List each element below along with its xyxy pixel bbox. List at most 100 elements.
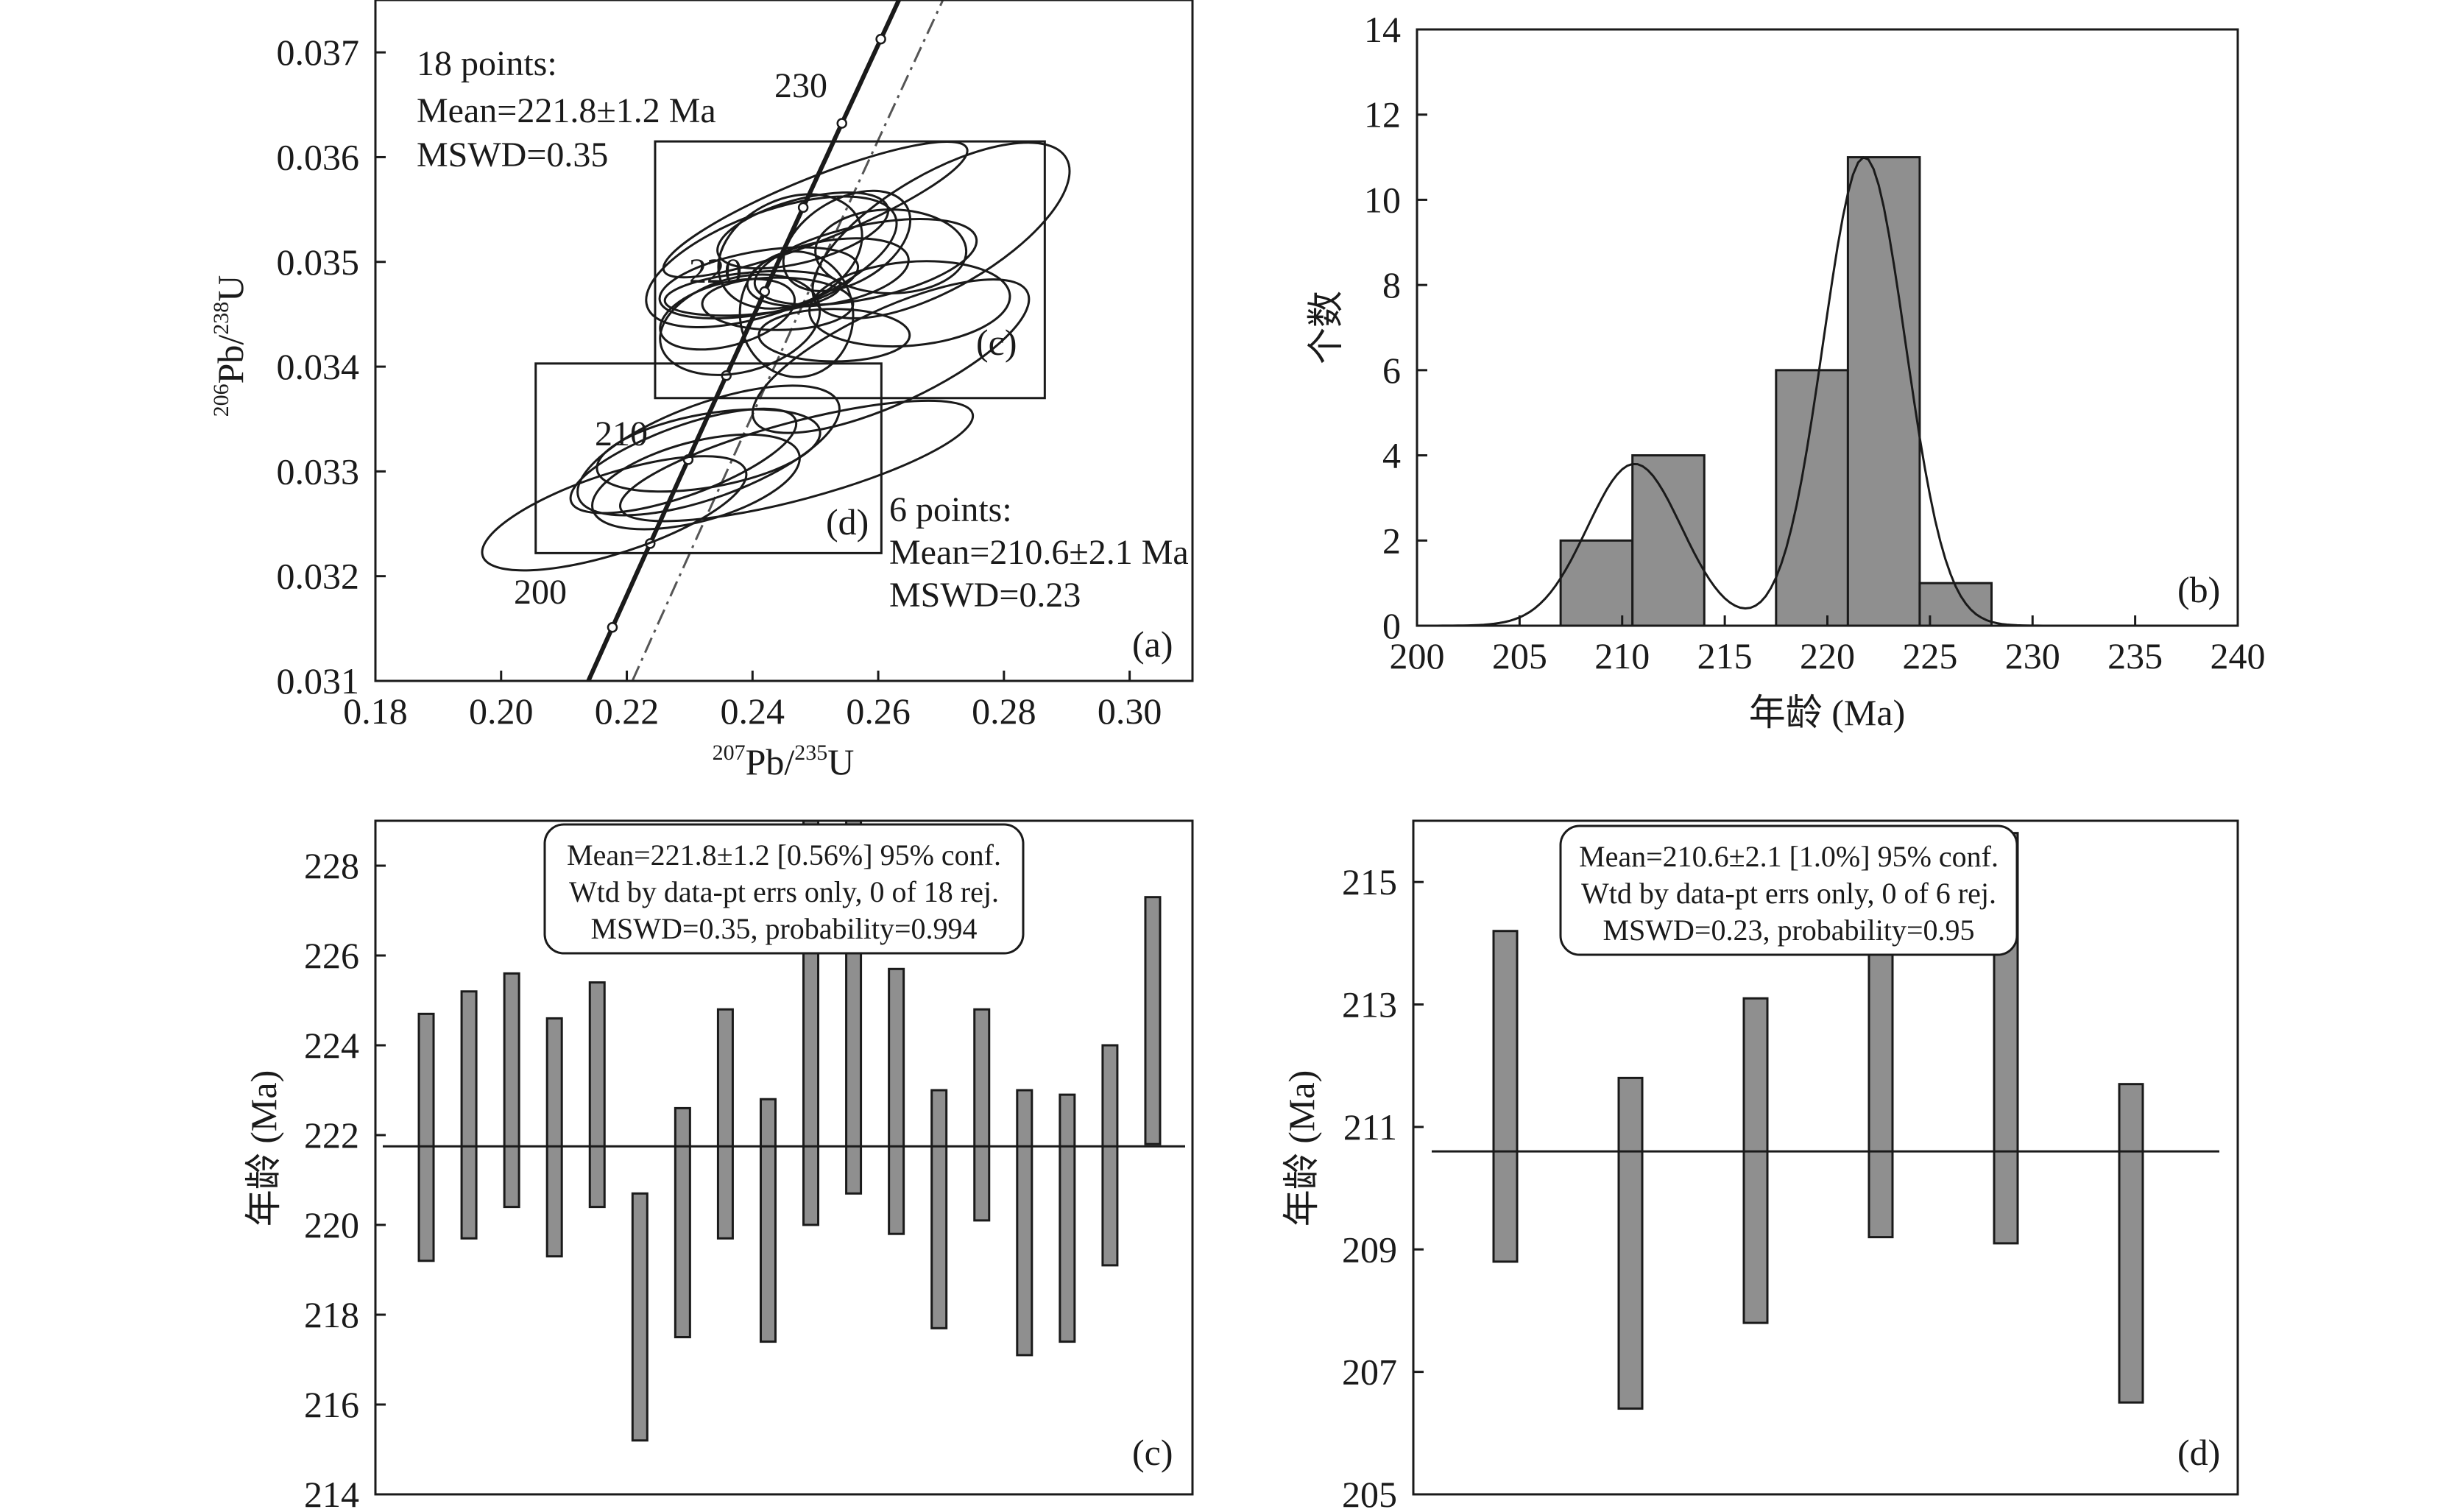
histogram-panel: 200 205 210 215 220 225 230 235 240 0 2 4 6 8 10 12 14 (… (1305, 9, 2266, 733)
concordia-age-marker (836, 118, 847, 129)
group-d-error-ellipse (481, 455, 748, 572)
concordia-y-tick-label: 0.037 (277, 32, 360, 73)
concordia-ticks: 0.18 0.20 0.22 0.24 0.26 0.28 0.30 0.031 0.032 0.… (277, 32, 1162, 732)
weighted-mean-d-info-line-1: Mean=210.6±2.1 [1.0%] 95% conf. (1579, 840, 1999, 873)
weighted-mean-c-error-bar (716, 1008, 734, 1240)
histogram-x-tick-label: 210 (1594, 635, 1650, 676)
concordia-marks (481, 0, 1071, 681)
histogram-panel-tag: (b) (2177, 569, 2220, 610)
concordia-x-tick-label: 0.30 (1098, 690, 1162, 732)
weighted-mean-d-ticks: 205 207 209 211 213 215 (1342, 861, 1424, 1512)
weighted-mean-c-panel: 214 216 218 220 222 224 226 228 Mean=221.8±1.2 … (243, 819, 1194, 1512)
weighted-mean-c-y-tick-label: 224 (304, 1025, 359, 1066)
weighted-mean-d-error-bar (1492, 930, 1519, 1263)
weighted-mean-c-error-bar (1144, 896, 1162, 1145)
concordia-x-tick-label: 0.24 (721, 690, 785, 732)
group-c-error-ellipse (662, 141, 969, 279)
weighted-mean-d-y-tick-label: 205 (1342, 1474, 1397, 1512)
weighted-mean-d-error-bar (2118, 1083, 2144, 1404)
weighted-mean-d-error-bar (1742, 997, 1769, 1324)
weighted-mean-c-error-bar (888, 967, 905, 1235)
concordia-age-label-200: 200 (514, 573, 567, 612)
weighted-mean-c-panel-tag: (c) (1132, 1432, 1173, 1473)
histogram-x-tick-label: 230 (2005, 635, 2060, 676)
weighted-mean-c-error-bar (1016, 1089, 1033, 1357)
group-d-mean-text: Mean=210.6±2.1 Ma (889, 533, 1189, 572)
histogram-bar (1775, 369, 1849, 627)
group-c-error-ellipse (757, 308, 911, 363)
histogram-bar (1846, 156, 1921, 627)
weighted-mean-d-plot-frame (1412, 819, 2239, 1496)
concordia-x-tick-label: 0.20 (469, 690, 534, 732)
concordia-x-tick-label: 0.26 (846, 690, 911, 732)
weighted-mean-c-info-line-1: Mean=221.8±1.2 [0.56%] 95% conf. (567, 838, 1001, 872)
concordia-x-axis-title: 207Pb/235U (713, 741, 855, 783)
group-d-error-ellipse (619, 399, 975, 523)
group-c-error-ellipse (659, 273, 821, 376)
concordia-x-tick-label: 0.28 (972, 690, 1036, 732)
weighted-mean-d-panel: 205 207 209 211 213 215 Mean=210.6±2.1 [1.0%]… (1281, 819, 2239, 1512)
weighted-mean-c-error-bar (503, 972, 520, 1209)
group-c-mean-text: Mean=221.8±1.2 Ma (417, 91, 716, 130)
concordia-y-tick-label: 0.034 (277, 346, 360, 387)
weighted-mean-d-panel-tag: (d) (2177, 1432, 2220, 1473)
group-c-error-ellipse (782, 189, 912, 292)
weighted-mean-c-y-tick-label: 214 (304, 1474, 359, 1512)
weighted-mean-d-y-axis-title: 年龄 (Ma) (1281, 1070, 1322, 1226)
concordia-curve (586, 0, 902, 681)
histogram-x-tick-label: 205 (1492, 635, 1547, 676)
group-c-error-ellipse (753, 218, 978, 306)
histogram-x-tick-label: 215 (1697, 635, 1753, 676)
weighted-mean-d-error-bar (1617, 1076, 1644, 1410)
group-c-box (654, 140, 1046, 400)
concordia-x-tick-label: 0.18 (343, 690, 408, 732)
histogram-x-tick-label: 240 (2211, 635, 2266, 676)
weighted-mean-c-marks (383, 821, 1185, 1442)
group-c-error-ellipse (716, 191, 890, 270)
reference-dash-dot-line (631, 0, 944, 681)
group-c-mswd-text: MSWD=0.35 (417, 135, 608, 174)
histogram-y-tick-label: 10 (1364, 179, 1401, 220)
group-c-count-text: 18 points: (417, 44, 557, 83)
histogram-x-tick-label: 225 (1902, 635, 1957, 676)
weighted-mean-c-info-line-3: MSWD=0.35, probability=0.994 (590, 912, 977, 945)
group-d-box (534, 362, 883, 554)
histogram-ticks: 200 205 210 215 220 225 230 235 240 0 2 4 6 8 10 12 14 (1364, 9, 2266, 676)
concordia-age-label-230: 230 (774, 66, 827, 105)
weighted-mean-c-error-bar (417, 1012, 435, 1262)
weighted-mean-c-error-bar (460, 990, 478, 1240)
weighted-mean-c-error-bar (588, 981, 606, 1209)
weighted-mean-c-error-bar (631, 1192, 649, 1442)
weighted-mean-c-error-bar (674, 1106, 691, 1339)
histogram-y-tick-label: 2 (1382, 520, 1401, 561)
group-c-error-ellipse (645, 195, 898, 329)
weighted-mean-c-error-bar (759, 1098, 777, 1343)
concordia-plot-frame (374, 0, 1194, 682)
weighted-mean-d-info-line-2: Wtd by data-pt errs only, 0 of 6 rej. (1581, 877, 1996, 910)
group-d-mswd-text: MSWD=0.23 (889, 576, 1081, 615)
group-d-error-ellipse (591, 433, 801, 531)
histogram-x-tick-label: 200 (1390, 635, 1445, 676)
group-c-error-ellipse (659, 278, 796, 351)
weighted-mean-c-y-tick-label: 220 (304, 1204, 359, 1246)
group-c-error-ellipse (808, 260, 1011, 348)
weighted-mean-d-y-tick-label: 215 (1342, 861, 1397, 902)
group-c-error-ellipse (751, 278, 1031, 434)
concordia-age-label-210: 210 (595, 414, 648, 453)
histogram-marks (1417, 156, 2238, 627)
weighted-mean-d-info-box: Mean=210.6±2.1 [1.0%] 95% conf. Wtd by d… (1559, 824, 2018, 956)
concordia-y-tick-label: 0.033 (277, 451, 360, 492)
concordia-panel-tag: (a) (1132, 623, 1173, 665)
histogram-bar (1918, 582, 1993, 627)
group-c-error-ellipse (663, 269, 841, 317)
group-d-error-ellipse (596, 408, 821, 493)
weighted-mean-d-y-tick-label: 209 (1342, 1229, 1397, 1270)
group-c-error-ellipse (811, 141, 1071, 319)
weighted-mean-d-info-line-3: MSWD=0.23, probability=0.95 (1602, 914, 1974, 947)
group-d-error-ellipse (576, 384, 841, 517)
histogram-y-tick-label: 4 (1382, 435, 1401, 476)
weighted-mean-c-y-tick-label: 226 (304, 935, 359, 976)
histogram-x-tick-label: 220 (1800, 635, 1855, 676)
weighted-mean-c-error-bar (930, 1089, 948, 1329)
